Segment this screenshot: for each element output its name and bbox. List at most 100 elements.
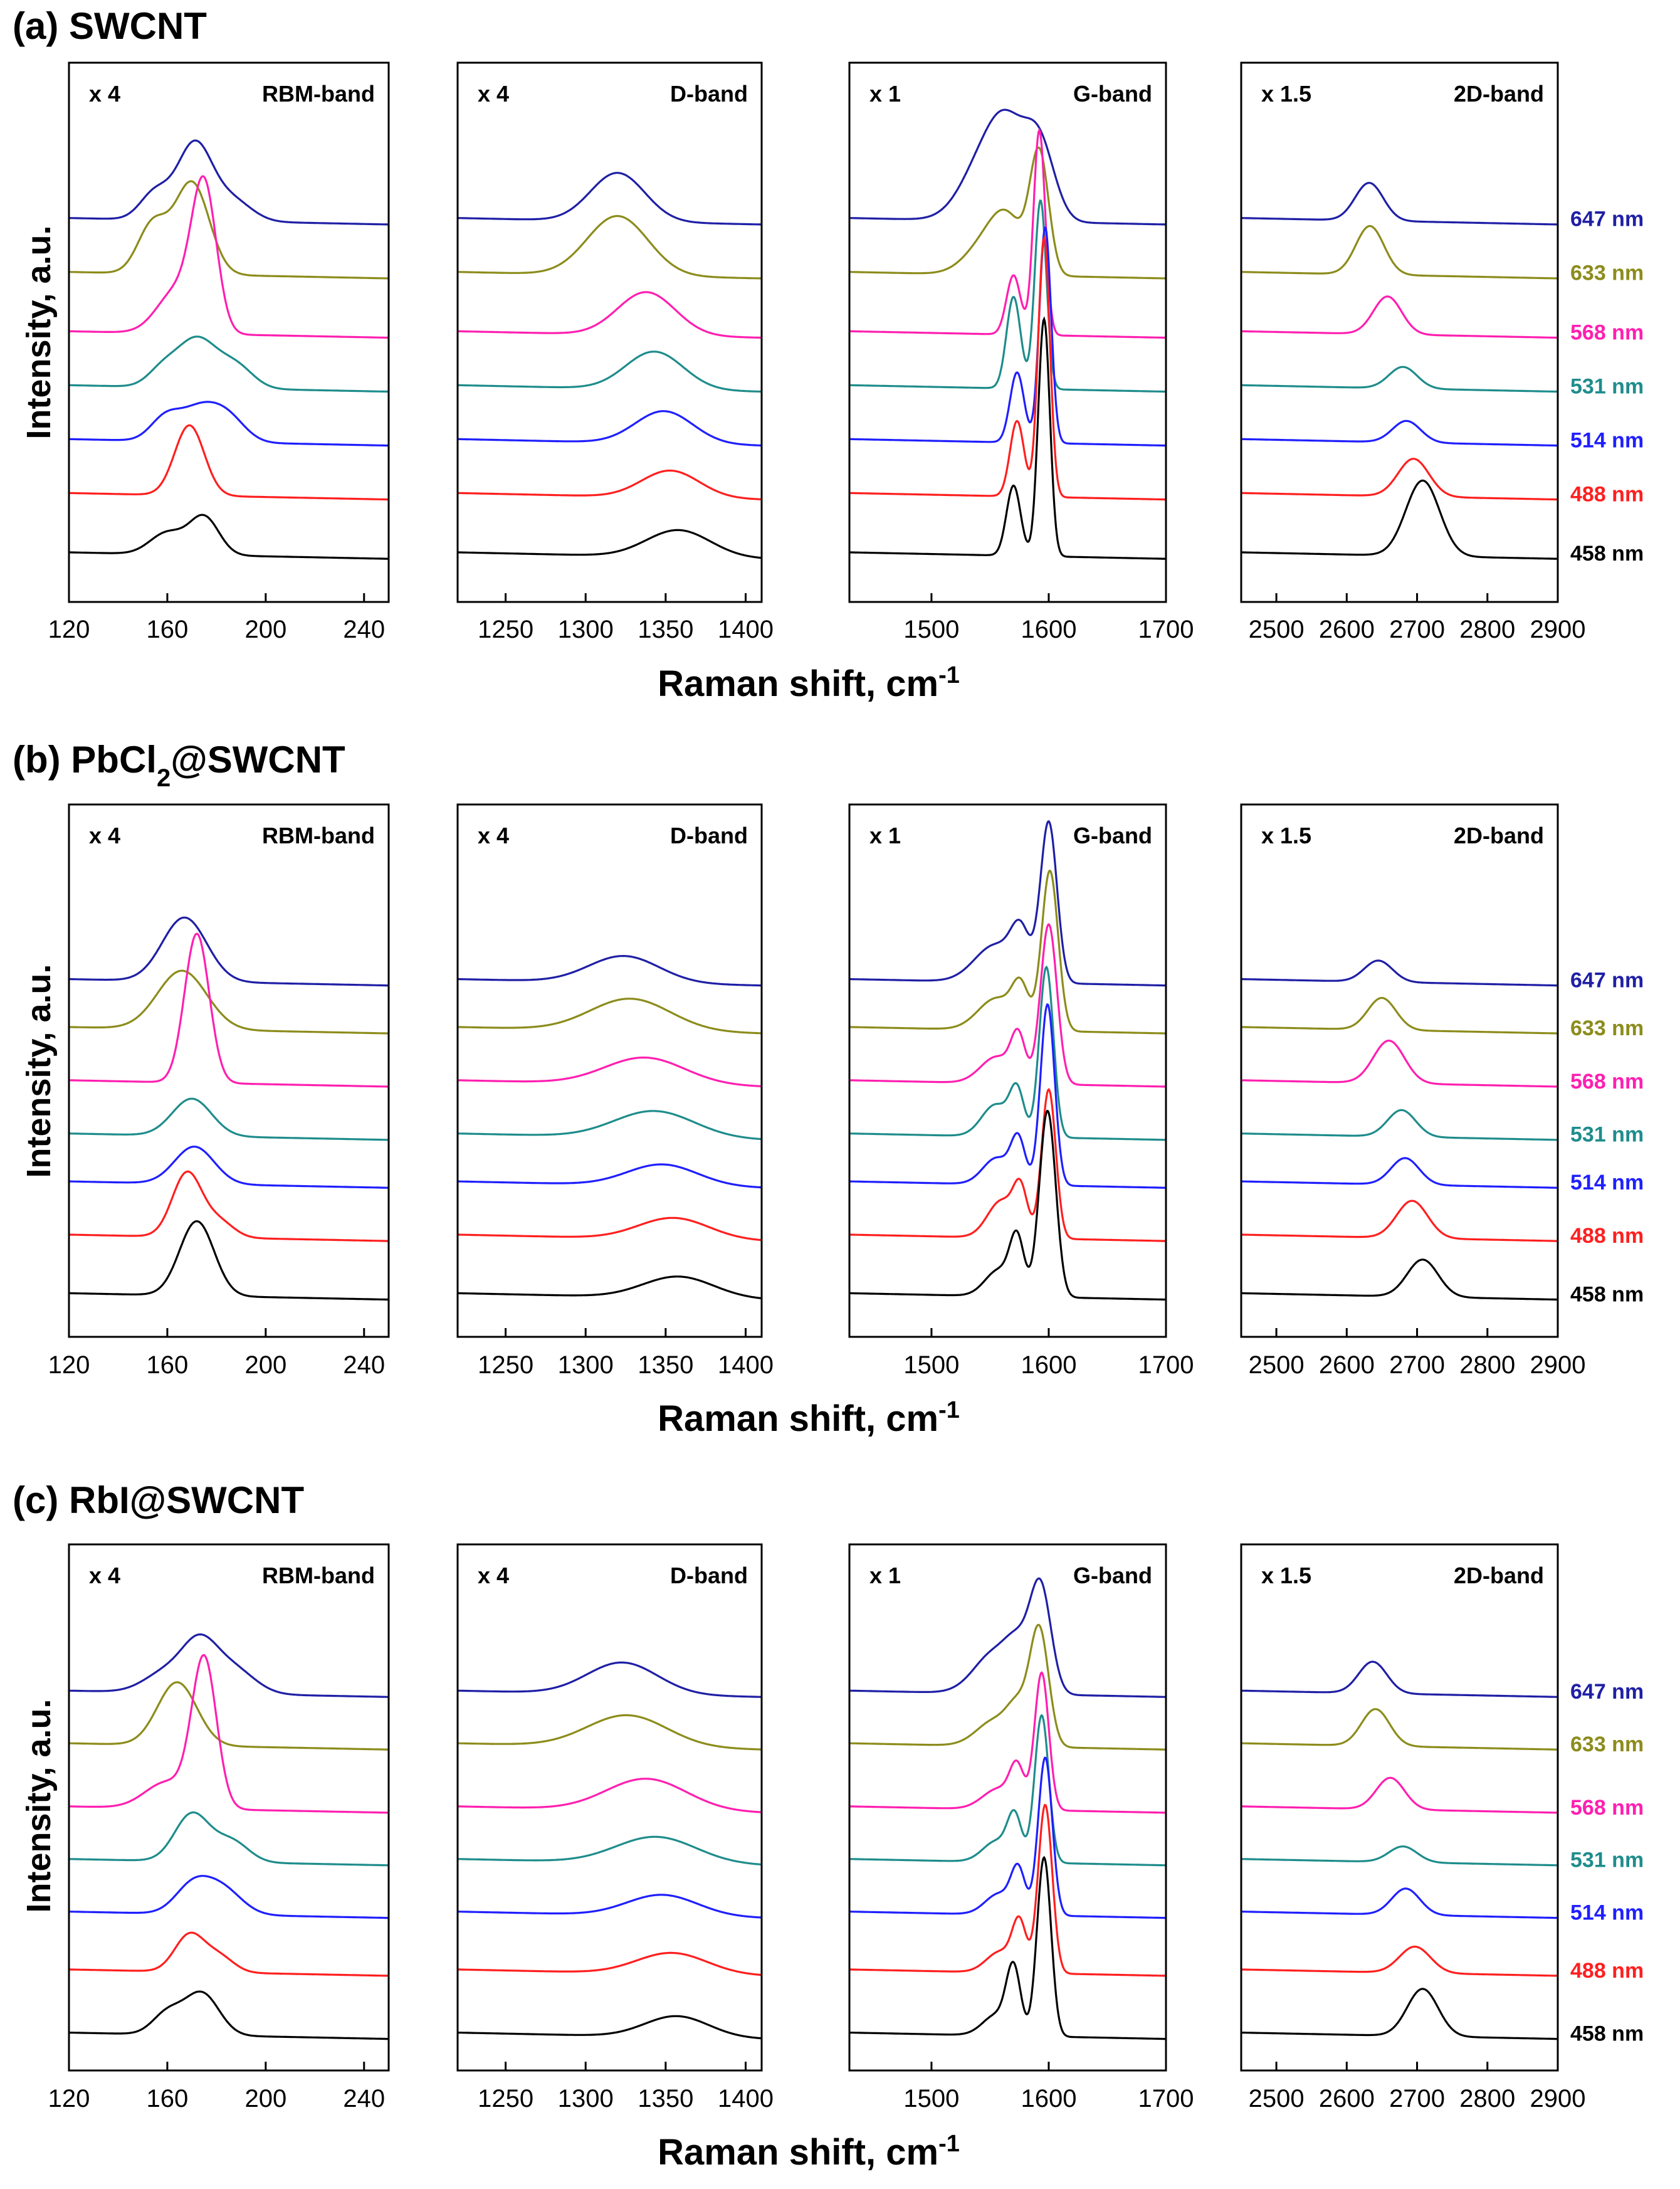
- spectrum-line-633-nm: [68, 1681, 389, 1751]
- wavelength-label: 633 nm: [1570, 1016, 1644, 1040]
- spectrum-line-647-nm: [458, 172, 762, 226]
- plot-frame: [68, 61, 390, 603]
- wavelength-label: 488 nm: [1570, 1959, 1644, 1983]
- plot-frame: [456, 61, 763, 603]
- wavelength-label: 514 nm: [1570, 1171, 1644, 1195]
- x-tick-label: 120: [48, 616, 90, 643]
- x-tick-label: 1300: [558, 1351, 614, 1379]
- subplot-d-band: 1250 1300 1350 1400 x 4 D-band: [456, 1543, 774, 2113]
- x-tick-label: 1500: [903, 1351, 959, 1379]
- spectrum-line-647-nm: [69, 139, 389, 226]
- plot-frame: [1240, 61, 1559, 603]
- spectrum-line-458-nm: [1241, 1258, 1558, 1301]
- x-tick-label: 1250: [478, 2085, 533, 2113]
- wavelength-label: 568 nm: [1570, 1070, 1644, 1094]
- spectrum-line-531-nm: [849, 1714, 1166, 1867]
- spectrum-line-531-nm: [458, 1110, 762, 1141]
- wavelength-label: 531 nm: [1570, 1849, 1644, 1872]
- spectrum-line-633-nm: [1241, 1708, 1558, 1751]
- y-axis-title: Intensity, a.u.: [20, 964, 58, 1178]
- scale-label: x 1: [869, 81, 901, 107]
- x-tick-label: 1350: [638, 2085, 693, 2113]
- spectrum-line-514-nm: [458, 1163, 762, 1189]
- x-tick-label: 1350: [638, 1351, 693, 1379]
- subplot-g-band: 1500 1600 1700 x 1 G-band: [848, 803, 1194, 1379]
- x-tick-label: 1700: [1138, 2085, 1194, 2113]
- band-label: G-band: [1073, 81, 1152, 107]
- x-tick-label: 1500: [903, 2085, 959, 2113]
- spectrum-line-488-nm: [69, 424, 389, 501]
- x-axis-title-superscript: -1: [938, 1397, 960, 1423]
- spectrum-line-633-nm: [69, 180, 389, 280]
- panel-title-main: (b) PbCl: [13, 739, 157, 781]
- x-tick-label: 2900: [1530, 2085, 1586, 2113]
- spectrum-line-568-nm: [1241, 1776, 1558, 1814]
- subplot-rbm-band: 120 160 200 240 x 4 RBM-band: [48, 1543, 390, 2113]
- x-tick-label: 120: [48, 1351, 90, 1379]
- subplot-2d-band: 2500 2600 2700 2800 2900 x 1.5 2D-band: [1240, 1543, 1586, 2113]
- spectrum-line-568-nm: [849, 1671, 1166, 1814]
- spectrum-line-531-nm: [1241, 366, 1558, 393]
- y-axis-title: Intensity, a.u.: [20, 1699, 58, 1912]
- x-axis-title: Raman shift, cm-1: [658, 2131, 960, 2173]
- panel-title: (b) PbCl2@SWCNT: [13, 739, 345, 792]
- spectrum-line-458-nm: [69, 514, 389, 560]
- scale-label: x 1.5: [1261, 1563, 1311, 1588]
- panel-title-main: (c) RbI@SWCNT: [13, 1479, 304, 1521]
- x-tick-label: 200: [244, 1351, 286, 1379]
- wavelength-label: 488 nm: [1570, 1224, 1644, 1248]
- x-tick-label: 2800: [1459, 1351, 1515, 1379]
- spectrum-line-488-nm: [1241, 1945, 1558, 1977]
- plot-frame: [68, 1543, 390, 2072]
- spectrum-line-488-nm: [1241, 458, 1558, 501]
- spectrum-line-458-nm: [849, 1109, 1167, 1301]
- wavelength-label: 647 nm: [1570, 208, 1644, 231]
- subplot-g-band: 1500 1600 1700 x 1 G-band: [848, 1543, 1194, 2113]
- plot-frame: [848, 1543, 1167, 2072]
- x-tick-label: 1400: [718, 2085, 774, 2113]
- x-tick-label: 1700: [1138, 616, 1194, 643]
- plot-frame: [68, 803, 390, 1338]
- spectrum-line-488-nm: [69, 1931, 389, 1977]
- wavelength-label: 488 nm: [1570, 482, 1644, 506]
- subplot-2d-band: 2500 2600 2700 2800 2900 x 1.5 2D-band: [1240, 803, 1585, 1379]
- spectrum-line-633-nm: [458, 998, 762, 1035]
- spectrum-line-647-nm: [68, 1633, 389, 1698]
- scale-label: x 1: [869, 1563, 901, 1588]
- x-tick-label: 2800: [1459, 616, 1515, 643]
- x-tick-label: 160: [147, 616, 189, 643]
- panel-b: (b) PbCl2@SWCNT Intensity, a.u. Raman shif…: [13, 739, 1644, 1439]
- x-tick-label: 2700: [1389, 616, 1445, 643]
- spectrum-line-514-nm: [849, 226, 1166, 447]
- wavelength-label: 568 nm: [1570, 320, 1644, 344]
- x-tick-label: 1300: [558, 2085, 614, 2113]
- band-label: G-band: [1073, 823, 1152, 848]
- spectrum-line-488-nm: [458, 1216, 762, 1242]
- x-tick-label: 240: [343, 616, 385, 643]
- wavelength-label: 568 nm: [1570, 1796, 1644, 1820]
- spectrum-line-488-nm: [1241, 1200, 1558, 1242]
- panel-title: (c) RbI@SWCNT: [13, 1479, 304, 1521]
- scale-label: x 4: [89, 1563, 120, 1588]
- spectrum-line-531-nm: [69, 1097, 389, 1141]
- x-tick-label: 2500: [1249, 1351, 1305, 1379]
- wavelength-label: 458 nm: [1570, 2022, 1644, 2046]
- x-tick-label: 1600: [1021, 616, 1076, 643]
- wavelength-label: 647 nm: [1570, 1680, 1644, 1704]
- spectrum-line-488-nm: [458, 1951, 762, 1976]
- wavelength-label: 531 nm: [1570, 1123, 1644, 1147]
- x-tick-label: 1400: [718, 616, 774, 643]
- spectrum-line-568-nm: [849, 127, 1166, 339]
- spectrum-line-458-nm: [458, 529, 762, 559]
- x-tick-label: 1250: [478, 1351, 533, 1379]
- spectrum-line-633-nm: [69, 969, 389, 1035]
- plot-frame: [848, 61, 1167, 603]
- x-tick-label: 1600: [1021, 2085, 1076, 2113]
- spectrum-line-568-nm: [458, 1778, 762, 1813]
- wavelength-label: 633 nm: [1570, 1733, 1644, 1756]
- spectrum-line-531-nm: [69, 335, 389, 393]
- spectrum-line-647-nm: [849, 820, 1167, 987]
- x-tick-label: 2700: [1389, 1351, 1445, 1379]
- x-axis-title-text: Raman shift, cm: [658, 663, 938, 704]
- spectrum-line-458-nm: [458, 1275, 762, 1300]
